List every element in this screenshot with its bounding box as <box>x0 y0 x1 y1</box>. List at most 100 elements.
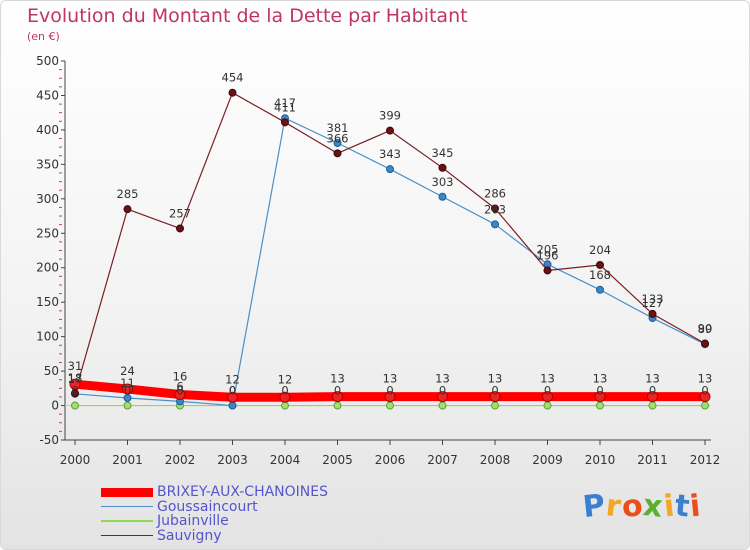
data-point <box>281 401 289 410</box>
data-point <box>174 389 186 401</box>
data-label: 285 <box>117 187 139 201</box>
data-label: 90 <box>698 322 713 336</box>
data-point <box>648 309 657 318</box>
data-label: 13 <box>330 372 345 386</box>
data-label: 0 <box>491 384 498 398</box>
data-point <box>437 391 448 403</box>
data-label: 417 <box>274 96 296 110</box>
data-point <box>386 126 394 135</box>
data-label: 24 <box>120 364 135 378</box>
series-line-goussaincourt <box>74 117 706 407</box>
data-point <box>543 266 552 275</box>
data-label: 303 <box>432 175 454 189</box>
data-point <box>438 401 447 410</box>
series-sauvigny <box>71 88 709 398</box>
data-label: 0 <box>281 384 288 398</box>
data-label: 0 <box>334 384 341 398</box>
y-tick-label: 500 <box>36 54 59 68</box>
data-label: 13 <box>540 372 555 386</box>
legend-swatch <box>101 520 153 522</box>
data-label: 454 <box>222 71 244 85</box>
data-label: 399 <box>379 109 401 123</box>
data-label: 286 <box>484 186 506 200</box>
data-label: 257 <box>169 206 191 220</box>
x-tick-label: 2009 <box>532 453 563 467</box>
y-tick-label: 100 <box>36 330 59 344</box>
legend-label: Sauvigny <box>157 527 222 544</box>
data-point <box>228 88 237 97</box>
series-jubainville <box>71 401 709 410</box>
data-label: 6 <box>176 379 183 393</box>
data-label: 196 <box>537 248 559 262</box>
data-point <box>332 391 343 403</box>
data-label: 0 <box>71 384 78 398</box>
x-tick-label: 2012 <box>690 453 721 467</box>
data-point <box>699 391 711 403</box>
data-point <box>542 391 553 403</box>
data-label: 13 <box>383 372 398 386</box>
x-tick-label: 2010 <box>585 453 616 467</box>
y-tick-label: 50 <box>44 364 59 378</box>
x-tick-label: 2008 <box>480 453 511 467</box>
data-label: 127 <box>642 296 664 310</box>
x-tick-label: 2001 <box>112 453 143 467</box>
data-point <box>69 378 81 390</box>
data-label: 204 <box>589 243 611 257</box>
data-point <box>71 401 79 410</box>
data-point <box>123 205 132 214</box>
data-label: 0 <box>544 384 551 398</box>
x-tick-label: 2000 <box>60 453 91 467</box>
data-point <box>279 391 291 403</box>
data-label: 89 <box>698 322 713 336</box>
data-label: 31 <box>68 359 83 373</box>
data-label: 16 <box>173 370 188 384</box>
data-point <box>491 204 499 213</box>
x-tick-label: 2004 <box>270 453 301 467</box>
logo-letter: i <box>688 488 704 525</box>
data-point <box>491 401 499 410</box>
legend-swatch <box>101 534 153 537</box>
data-label: 17 <box>68 372 83 386</box>
data-point <box>596 260 604 269</box>
data-label: 13 <box>488 372 503 386</box>
data-label: 0 <box>701 384 708 398</box>
y-tick-label: 200 <box>36 261 59 275</box>
chart-subtitle: (en €) <box>27 30 60 43</box>
data-label: 0 <box>176 384 183 398</box>
data-point <box>227 391 238 403</box>
x-tick-label: 2006 <box>375 453 406 467</box>
chart-title: Evolution du Montant de la Dette par Hab… <box>27 5 468 27</box>
data-point <box>281 118 289 127</box>
data-label: 343 <box>379 147 401 161</box>
x-tick-label: 2003 <box>217 453 248 467</box>
data-label: 381 <box>327 121 349 135</box>
data-point <box>543 401 552 410</box>
data-label: 12 <box>225 372 240 386</box>
data-label: 12 <box>278 372 293 386</box>
data-point <box>333 149 342 158</box>
data-point <box>648 401 657 410</box>
data-label: 13 <box>593 372 608 386</box>
data-label: 0 <box>124 384 131 398</box>
data-label: 263 <box>484 202 506 216</box>
y-tick-label: 150 <box>36 295 59 309</box>
data-label: 11 <box>120 376 135 390</box>
data-label: 411 <box>274 100 296 114</box>
data-label: 13 <box>435 372 450 386</box>
data-point <box>384 391 396 403</box>
data-label: 0 <box>229 384 236 398</box>
data-label: 13 <box>698 372 713 386</box>
data-point <box>594 391 606 403</box>
data-point <box>228 401 237 410</box>
legend-label: Jubainville <box>157 513 229 529</box>
data-point <box>438 192 447 201</box>
legend-label: BRIXEY-AUX-CHANOINES <box>157 484 329 500</box>
x-tick-label: 2002 <box>165 453 196 467</box>
data-point <box>438 163 447 172</box>
data-point <box>491 220 499 229</box>
data-label: 0 <box>386 384 393 398</box>
data-point <box>386 401 394 410</box>
data-point <box>489 391 501 403</box>
data-point <box>701 339 709 348</box>
y-tick-label: 0 <box>51 399 59 413</box>
